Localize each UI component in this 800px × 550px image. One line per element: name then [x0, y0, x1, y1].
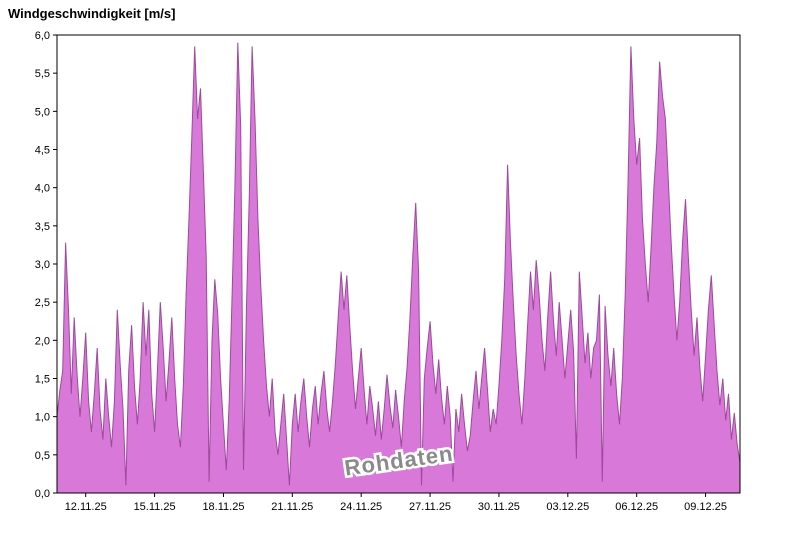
x-tick-label: 09.12.25 — [684, 501, 727, 513]
x-tick-label: 27.11.25 — [409, 501, 451, 513]
y-tick-label: 4,5 — [35, 145, 50, 157]
y-tick-label: 1,0 — [35, 412, 50, 424]
y-tick-label: 2,5 — [35, 297, 50, 309]
x-tick-label: 12.11.25 — [65, 501, 107, 513]
y-tick-label: 2,0 — [35, 335, 50, 347]
x-tick-label: 18.11.25 — [202, 501, 244, 513]
x-tick-label: 30.11.25 — [478, 501, 520, 513]
y-tick-label: 3,0 — [35, 259, 50, 271]
x-tick-label: 15.11.25 — [134, 501, 176, 513]
y-tick-label: 3,5 — [35, 221, 50, 233]
y-tick-label: 4,0 — [35, 183, 50, 195]
x-tick-label: 21.11.25 — [271, 501, 313, 513]
x-tick-label: 03.12.25 — [546, 501, 589, 513]
y-tick-label: 5,0 — [35, 106, 50, 118]
wind-speed-series — [56, 42, 741, 494]
x-tick-label: 24.11.25 — [340, 501, 382, 513]
y-tick-label: 6,0 — [35, 30, 50, 42]
y-tick-label: 0,5 — [35, 450, 50, 462]
y-tick-label: 5,5 — [35, 68, 50, 80]
y-tick-label: 1,5 — [35, 374, 50, 386]
y-tick-label: 0,0 — [35, 488, 50, 500]
chart-title: Windgeschwindigkeit [m/s] — [8, 6, 176, 21]
x-tick-label: 06.12.25 — [615, 501, 658, 513]
